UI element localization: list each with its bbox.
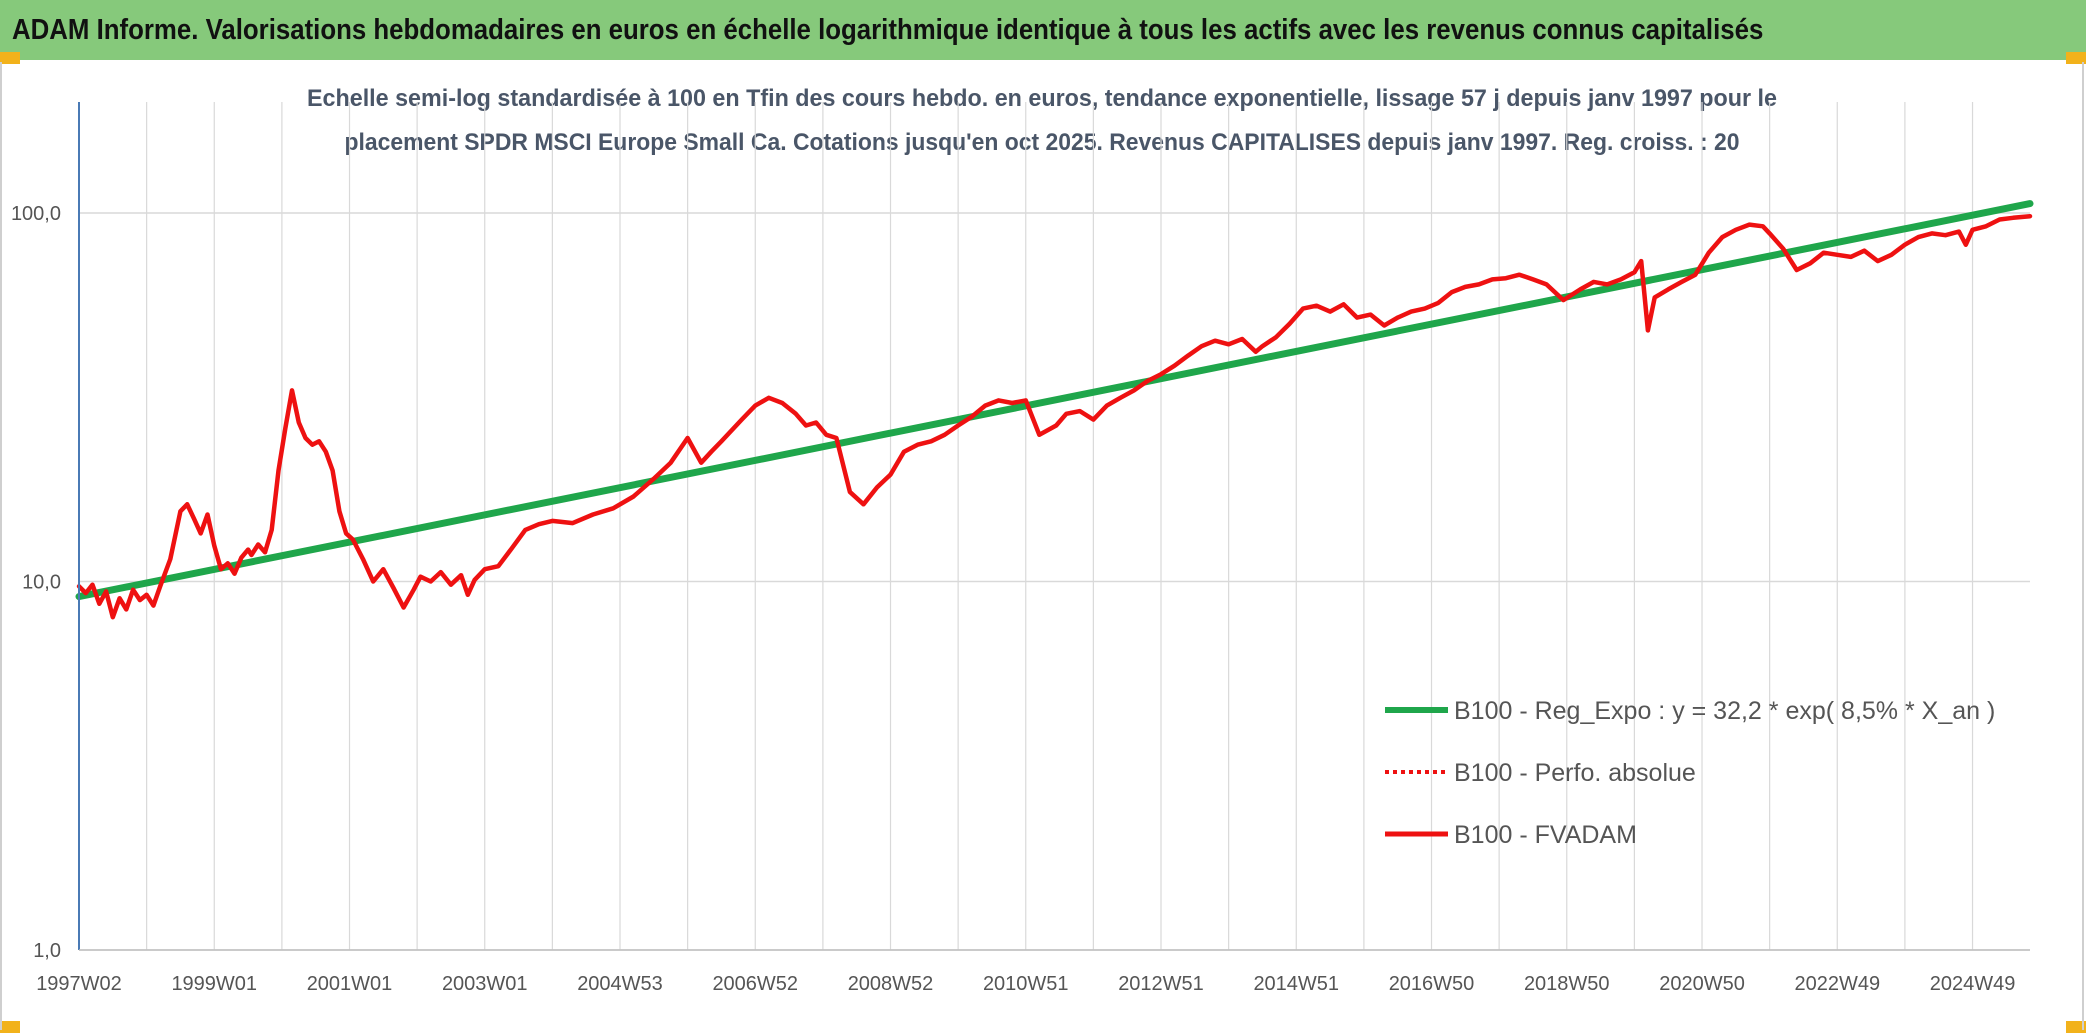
x-tick-label: 1999W01 (171, 973, 257, 995)
x-tick-label: 2014W51 (1253, 973, 1339, 995)
trend-line (75, 200, 2034, 601)
x-tick-label: 2016W50 (1389, 973, 1475, 995)
chart: Echelle semi-log standardisée à 100 en T… (11, 85, 2034, 995)
y-tick-label: 100,0 (11, 203, 61, 225)
axes: 1,0 10,0 100,0 1997W02 1999W01 2001W01 2003W01… (11, 102, 2030, 995)
legend: B100 - Reg_Expo : y = 32,2 * exp( 8,5% *… (1385, 697, 1995, 849)
legend-label: B100 - Perfo. absolue (1454, 759, 1696, 787)
corner-marker-top-right (2066, 52, 2086, 64)
grid (78, 102, 2030, 951)
x-tick-label: 2024W49 (1930, 973, 2016, 995)
chart-subtitle-line-2: placement SPDR MSCI Europe Small Ca. Cot… (345, 129, 1740, 156)
x-tick-label: 2018W50 (1524, 973, 1610, 995)
x-tick-label: 2006W52 (712, 973, 798, 995)
x-tick-label: 1997W02 (36, 973, 122, 995)
header-banner: ADAM Informe. Valorisations hebdomadaire… (0, 0, 2086, 60)
page-title: ADAM Informe. Valorisations hebdomadaire… (12, 13, 1764, 46)
x-tick-label: 2010W51 (983, 973, 1069, 995)
x-tick-label: 2022W49 (1794, 973, 1880, 995)
x-tick-label: 2003W01 (442, 973, 528, 995)
legend-label: B100 - Reg_Expo : y = 32,2 * exp( 8,5% *… (1454, 697, 1995, 725)
legend-label: B100 - FVADAM (1454, 821, 1637, 849)
corner-marker-bottom-right (2066, 1021, 2086, 1033)
x-tick-label: 2001W01 (307, 973, 393, 995)
x-tick-label: 2004W53 (577, 973, 663, 995)
corner-marker-bottom-left (0, 1021, 20, 1033)
x-tick-label: 2012W51 (1118, 973, 1204, 995)
price-line (76, 213, 2033, 620)
chart-frame: Echelle semi-log standardisée à 100 en T… (0, 62, 2084, 1030)
chart-subtitle-line-1: Echelle semi-log standardisée à 100 en T… (307, 85, 1777, 112)
y-tick-label: 1,0 (33, 940, 61, 962)
y-tick-label: 10,0 (22, 571, 61, 593)
x-tick-label: 2008W52 (848, 973, 934, 995)
x-tick-label: 2020W50 (1659, 973, 1745, 995)
series-layer (75, 200, 2034, 620)
corner-marker-top-left (0, 52, 20, 64)
